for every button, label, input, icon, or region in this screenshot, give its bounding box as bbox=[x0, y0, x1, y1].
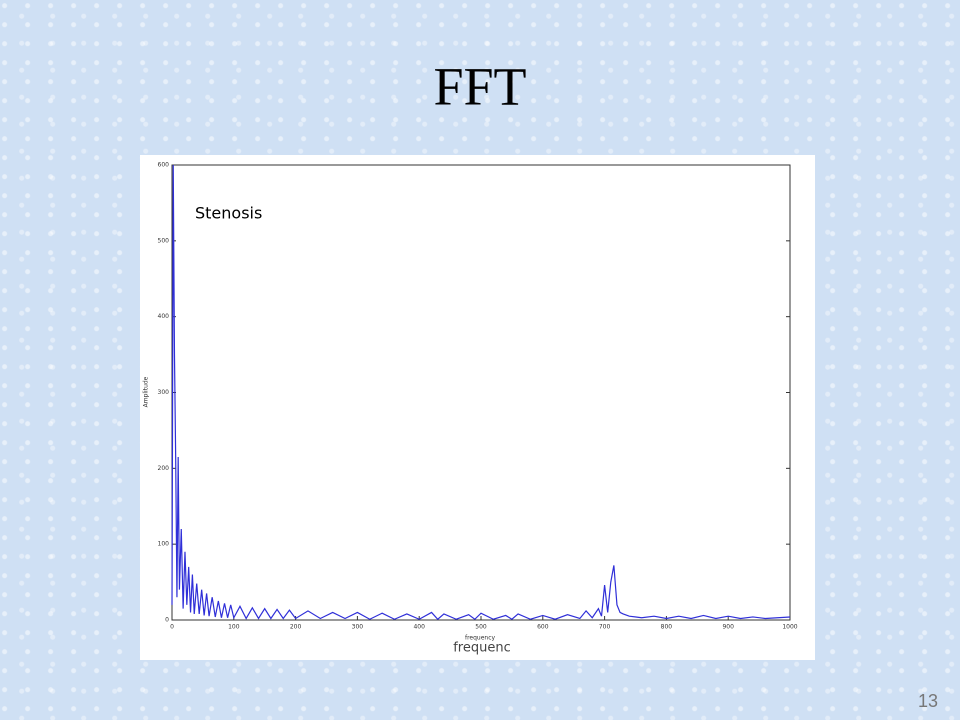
x-tick-label: 0 bbox=[170, 624, 174, 631]
x-tick-label: 500 bbox=[475, 624, 487, 631]
slide-number: 13 bbox=[918, 691, 938, 711]
y-tick-label: 400 bbox=[158, 313, 170, 320]
x-tick-label: 1000 bbox=[782, 624, 797, 631]
x-tick-label: 900 bbox=[722, 624, 734, 631]
y-tick-label: 600 bbox=[158, 162, 170, 169]
y-axis-label: Amplitude bbox=[143, 376, 150, 407]
x-axis-label-overlay: frequenc bbox=[453, 641, 511, 656]
x-tick-label: 200 bbox=[290, 624, 302, 631]
x-axis-label: frequency bbox=[465, 635, 496, 642]
slide-title: FFT bbox=[433, 56, 526, 116]
x-tick-label: 300 bbox=[352, 624, 364, 631]
y-tick-label: 100 bbox=[158, 541, 170, 548]
spectrum-line bbox=[171, 164, 791, 621]
chart-panel bbox=[140, 155, 815, 660]
x-tick-label: 400 bbox=[413, 624, 425, 631]
x-tick-label: 600 bbox=[537, 624, 549, 631]
y-tick-label: 300 bbox=[158, 389, 170, 396]
x-tick-label: 800 bbox=[661, 624, 673, 631]
x-tick-label: 100 bbox=[228, 624, 240, 631]
y-tick-label: 200 bbox=[158, 465, 170, 472]
y-tick-label: 500 bbox=[158, 237, 170, 244]
annotation: Stenosis bbox=[195, 204, 262, 223]
x-tick-label: 700 bbox=[599, 624, 611, 631]
y-tick-label: 0 bbox=[165, 617, 169, 624]
